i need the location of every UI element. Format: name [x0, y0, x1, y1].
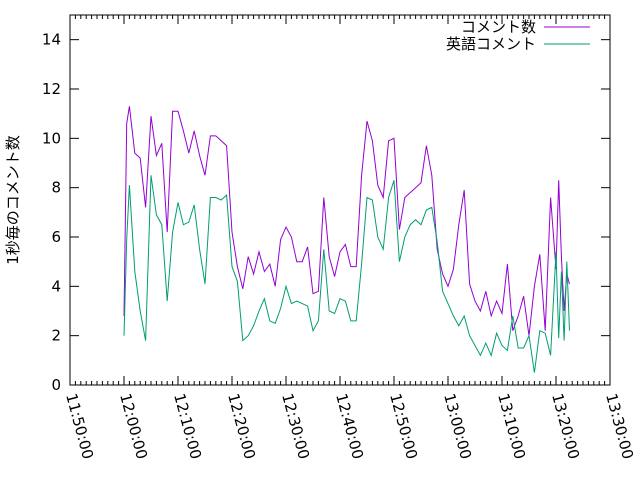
series-layer	[123, 106, 570, 373]
x-tick-label: 12:30:00	[278, 391, 313, 461]
axis-ticks: 0 2 4 6 8 10 12 14 11:50:00 12:00:00 12:10:00 12:20…	[42, 15, 637, 461]
y-tick-label: 12	[42, 80, 61, 98]
x-tick-label: 13:00:00	[440, 391, 475, 461]
x-tick-label: 13:20:00	[548, 391, 583, 461]
y-tick-label: 14	[42, 31, 61, 49]
y-axis-label: 1秒毎のコメント数	[4, 135, 22, 265]
x-tick-label: 12:10:00	[170, 391, 205, 461]
x-tick-label: 12:00:00	[116, 391, 151, 461]
series-line-1	[123, 175, 570, 373]
x-tick-label: 11:50:00	[62, 391, 97, 461]
y-tick-label: 0	[51, 376, 61, 394]
y-tick-label: 6	[51, 228, 61, 246]
x-tick-label: 12:50:00	[386, 391, 421, 461]
x-tick-label: 13:30:00	[602, 391, 637, 461]
x-tick-label: 12:20:00	[224, 391, 259, 461]
y-tick-label: 10	[42, 129, 61, 147]
x-tick-label: 13:10:00	[494, 391, 529, 461]
plot-frame	[69, 14, 611, 386]
series-line-0	[123, 106, 570, 336]
y-tick-label: 2	[51, 327, 61, 345]
y-tick-label: 4	[51, 277, 61, 295]
legend-label-0: コメント数	[461, 18, 536, 36]
legend-label-1: 英語コメント	[446, 35, 536, 53]
y-tick-label: 8	[51, 179, 61, 197]
x-tick-label: 12:40:00	[332, 391, 367, 461]
